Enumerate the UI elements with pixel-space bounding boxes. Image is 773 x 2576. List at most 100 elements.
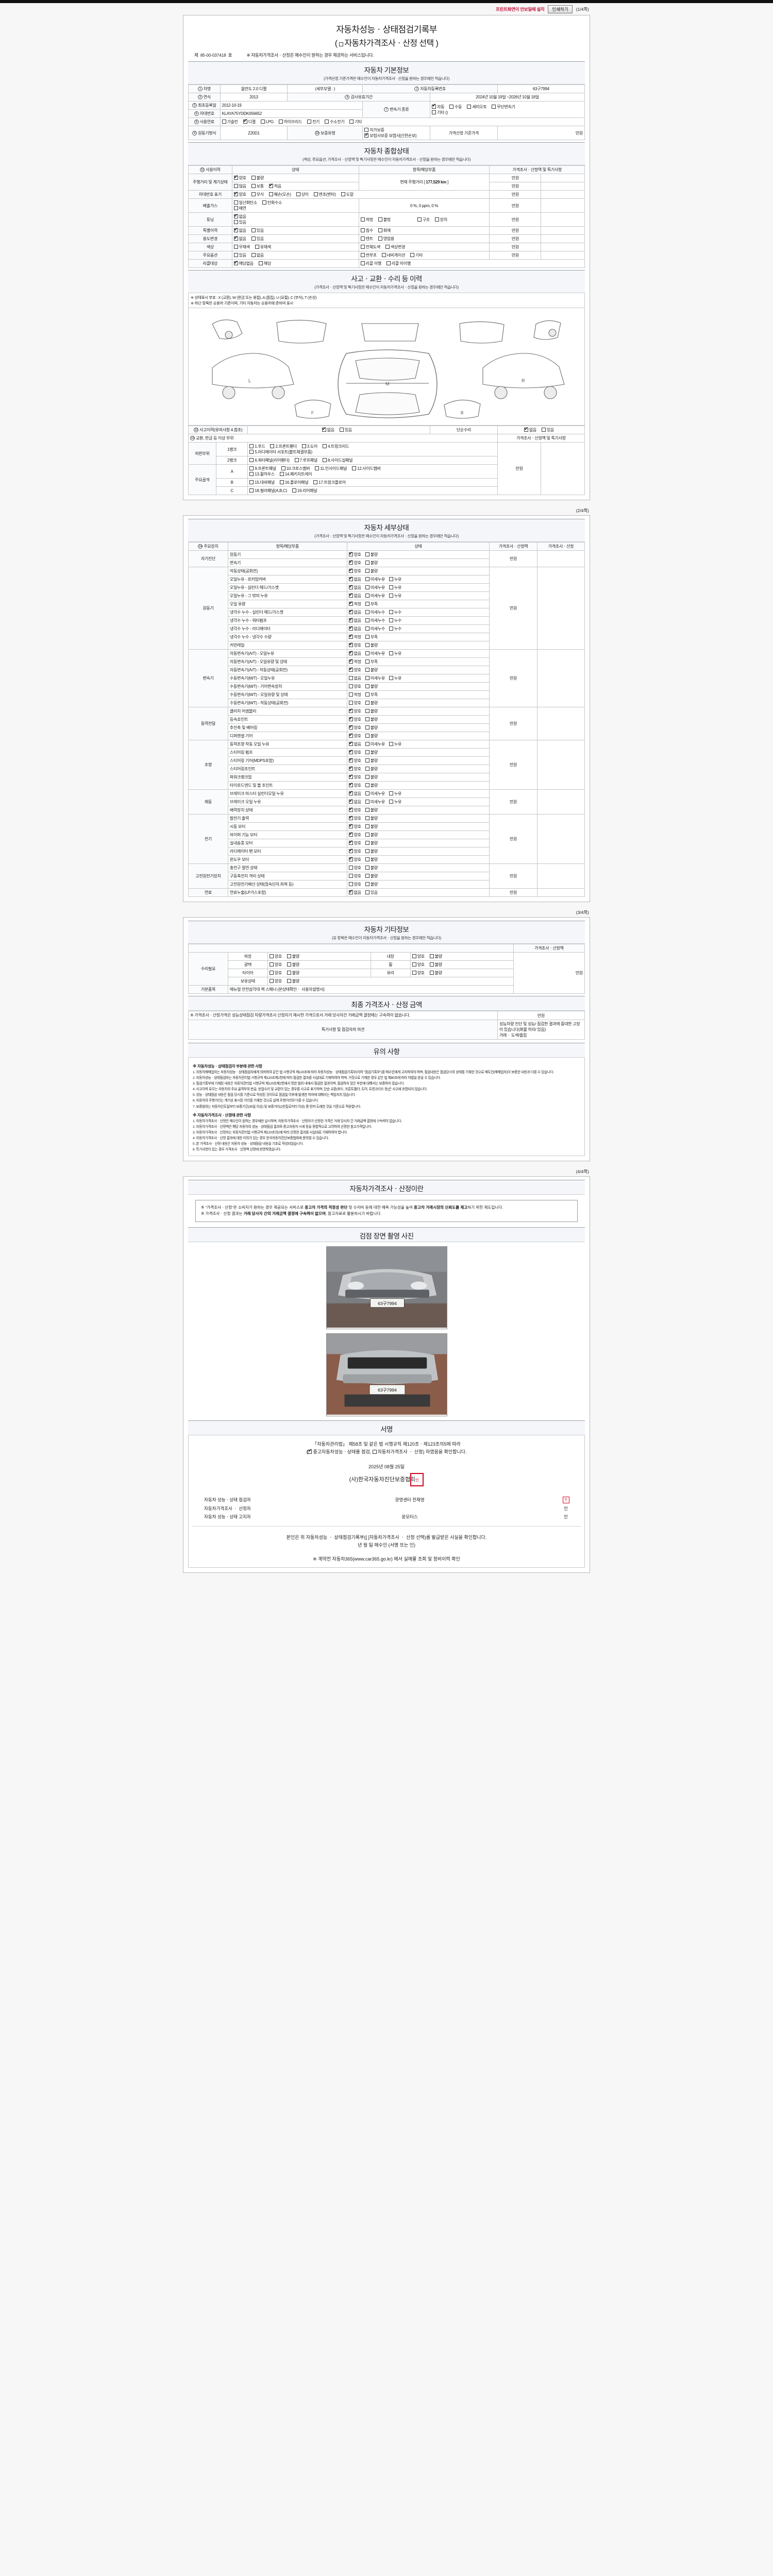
opt-recall-na[interactable]: 해당없음 bbox=[233, 260, 254, 266]
opt-불량[interactable]: 불량 bbox=[365, 733, 378, 739]
opt-양호[interactable]: 양호 bbox=[348, 567, 361, 574]
opt-누유[interactable]: 누유 bbox=[389, 799, 401, 805]
opt-불량[interactable]: 불량 bbox=[365, 560, 378, 566]
detail-note-cell[interactable] bbox=[536, 814, 585, 865]
opt-navigation[interactable]: 네비게이션 bbox=[381, 252, 405, 258]
checkbox-불량[interactable] bbox=[365, 750, 369, 755]
checkbox-양호[interactable] bbox=[348, 716, 353, 722]
checkbox-ext-bad[interactable] bbox=[287, 954, 291, 959]
opt-양호[interactable]: 양호 bbox=[348, 848, 361, 854]
opt-ext-good[interactable]: 양호 bbox=[269, 954, 282, 959]
checkbox-미세누유[interactable] bbox=[365, 800, 369, 804]
opt-floor-panel[interactable]: 16.플로어패널 bbox=[279, 480, 309, 485]
opt-rent[interactable]: 렌트 bbox=[360, 236, 373, 242]
opt-normal[interactable]: 보통 bbox=[251, 183, 264, 189]
fuel-opt-other[interactable]: 기타 bbox=[349, 119, 362, 125]
trans-opt-auto[interactable]: 자동 bbox=[432, 103, 444, 110]
opt-불량[interactable]: 불량 bbox=[365, 568, 378, 574]
checkbox-cross-member[interactable] bbox=[281, 466, 285, 471]
opt-usechange-none[interactable]: 없음 bbox=[233, 235, 246, 242]
opt-achromatic[interactable]: 무채색 bbox=[233, 244, 250, 250]
opt-없음[interactable]: 없음 bbox=[348, 617, 361, 623]
opt-flood[interactable]: 침수 bbox=[360, 228, 373, 233]
checkbox-glass-good[interactable] bbox=[412, 971, 416, 975]
opt-양호[interactable]: 양호 bbox=[348, 856, 361, 862]
detail-note-cell[interactable] bbox=[536, 740, 585, 790]
checkbox-불량[interactable] bbox=[365, 709, 369, 714]
opt-co[interactable]: 일산화탄소 bbox=[233, 200, 257, 206]
checkbox-hydrogen[interactable] bbox=[325, 120, 329, 124]
opt-양호[interactable]: 양호 bbox=[348, 666, 361, 673]
opt-미세누유[interactable]: 미세누유 bbox=[365, 741, 385, 747]
checkbox-불량[interactable] bbox=[365, 866, 369, 870]
fuel-opt-hydrogen[interactable]: 수소전기 bbox=[325, 119, 345, 125]
opt-vin-damage[interactable]: 훼손(오손) bbox=[268, 192, 291, 197]
checkbox-없음[interactable] bbox=[348, 584, 353, 590]
checkbox-side-sill[interactable] bbox=[322, 458, 327, 463]
checkbox-불량[interactable] bbox=[365, 775, 369, 779]
mileage-note-1[interactable] bbox=[541, 174, 585, 182]
checkbox-부족[interactable] bbox=[365, 692, 369, 697]
opt-적정[interactable]: 적정 bbox=[348, 600, 361, 607]
checkbox-performance-inspect[interactable] bbox=[308, 1448, 312, 1454]
checkbox-hold-good[interactable] bbox=[269, 979, 274, 984]
checkbox-양호[interactable] bbox=[348, 882, 353, 887]
checkbox-누수[interactable] bbox=[389, 626, 393, 631]
checkbox-미세누수[interactable] bbox=[365, 610, 369, 615]
checkbox-structure[interactable] bbox=[417, 217, 422, 222]
checkbox-없음[interactable] bbox=[348, 650, 353, 656]
checkbox-없음[interactable] bbox=[348, 790, 353, 796]
checkbox-양호[interactable] bbox=[348, 815, 353, 821]
checkbox-int-bad[interactable] bbox=[429, 954, 434, 959]
opt-rear-panel[interactable]: 19.리어패널 bbox=[292, 488, 317, 494]
checkbox-co[interactable] bbox=[233, 200, 238, 205]
opt-누유[interactable]: 누유 bbox=[389, 741, 401, 747]
opt-불량[interactable]: 불량 bbox=[365, 708, 378, 714]
opt-누유[interactable]: 누유 bbox=[389, 585, 401, 590]
opt-불량[interactable]: 불량 bbox=[365, 766, 378, 772]
checkbox-미세누유[interactable] bbox=[365, 676, 369, 681]
opt-simple-yes[interactable]: 있음 bbox=[541, 427, 554, 433]
checkbox-미세누유[interactable] bbox=[365, 577, 369, 582]
checkbox-불량[interactable] bbox=[365, 874, 369, 878]
opt-recall-done[interactable]: 리콜 이행 bbox=[360, 261, 381, 266]
opt-불량[interactable]: 불량 bbox=[365, 684, 378, 689]
checkbox-양호[interactable] bbox=[348, 757, 353, 763]
opt-tuning-none[interactable]: 없음 bbox=[233, 213, 246, 219]
detail-note-cell[interactable] bbox=[536, 863, 585, 889]
opt-wheel-good[interactable]: 양호 bbox=[412, 962, 425, 968]
opt-불량[interactable]: 불량 bbox=[365, 667, 378, 673]
opt-front-panel[interactable]: 9.프론트패널 bbox=[249, 466, 276, 471]
checkbox-pillar-panel[interactable] bbox=[249, 488, 254, 493]
opt-불량[interactable]: 불량 bbox=[365, 824, 378, 829]
checkbox-rear-panel[interactable] bbox=[292, 488, 296, 493]
checkbox-special-yes[interactable] bbox=[251, 228, 256, 232]
checkbox-불량[interactable] bbox=[365, 849, 369, 854]
checkbox-wheel-good[interactable] bbox=[412, 962, 416, 967]
checkbox-없음[interactable] bbox=[348, 740, 353, 747]
usechange-note[interactable] bbox=[541, 234, 585, 243]
checkbox-tire-bad[interactable] bbox=[287, 971, 291, 975]
checkbox-불량[interactable] bbox=[365, 717, 369, 722]
opt-적정[interactable]: 적정 bbox=[348, 633, 361, 640]
opt-양호[interactable]: 양호 bbox=[348, 724, 361, 731]
checkbox-누유[interactable] bbox=[389, 594, 393, 598]
opt-radiator-support[interactable]: 5.라디에이터 서포트(볼트체결부품) bbox=[249, 449, 312, 455]
opt-hold-good[interactable]: 양호 bbox=[269, 978, 282, 984]
checkbox-side-member[interactable] bbox=[352, 466, 357, 471]
opt-양호[interactable]: 양호 bbox=[348, 732, 361, 739]
opt-없음[interactable]: 없음 bbox=[348, 790, 361, 796]
opt-trunk-floor[interactable]: 17.트렁크플로어 bbox=[313, 480, 346, 485]
opt-wheel-house[interactable]: 13.휠하우스 bbox=[249, 471, 275, 477]
opt-commercial[interactable]: 영업용 bbox=[378, 236, 394, 242]
checkbox-wheel-bad[interactable] bbox=[429, 962, 434, 967]
opt-없음[interactable]: 없음 bbox=[348, 740, 361, 747]
opt-양호[interactable]: 양호 bbox=[348, 815, 361, 821]
opt-quarter-panel[interactable]: 6.쿼터패널(리어휀더) bbox=[249, 457, 290, 463]
opt-누유[interactable]: 누유 bbox=[389, 593, 401, 599]
opt-미세누수[interactable]: 미세누수 bbox=[365, 626, 385, 632]
checkbox-fire[interactable] bbox=[378, 228, 382, 232]
opt-불량[interactable]: 불량 bbox=[365, 725, 378, 731]
opt-누유[interactable]: 누유 bbox=[389, 791, 401, 796]
opt-trunk-lid[interactable]: 4.트렁크리드 bbox=[322, 444, 349, 449]
